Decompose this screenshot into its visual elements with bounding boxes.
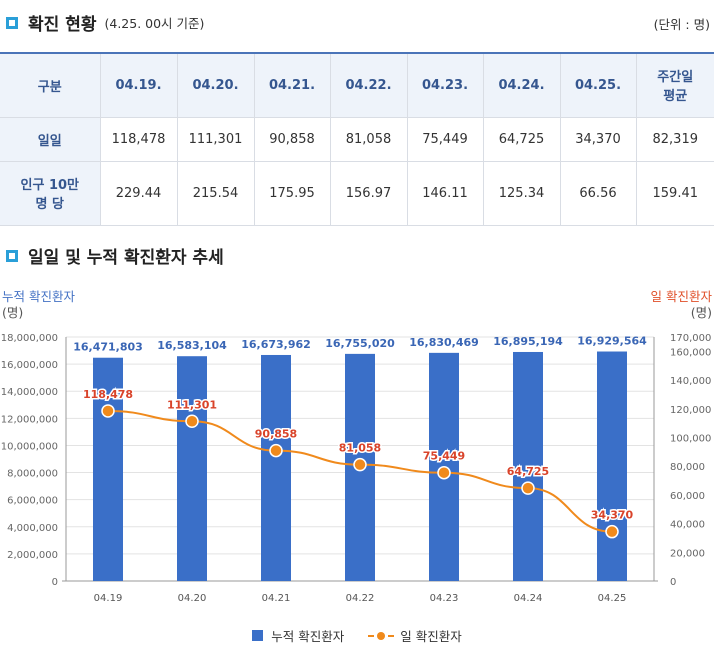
table-cell: 159.41	[635, 160, 714, 226]
line-point-daily	[605, 524, 619, 539]
table-cell: 111,301	[176, 116, 255, 162]
table-row-header: 인구 10만 명 당	[0, 160, 101, 226]
left-tick-label: 4,000,000	[7, 523, 58, 534]
right-tick-label: 140,000	[670, 376, 711, 387]
line-data-label: 34,370	[591, 509, 634, 522]
right-tick-label: 40,000	[670, 520, 705, 531]
table-header-cell: 04.19.	[99, 52, 178, 118]
section-header-status: 확진 현황 (4.25. 00시 기준)	[6, 10, 204, 35]
bar-cumulative	[93, 357, 123, 581]
table-cell: 81,058	[329, 116, 408, 162]
legend-item-cumulative: 누적 확진환자	[252, 626, 344, 645]
legend-bar-swatch	[252, 630, 264, 641]
right-tick-label: 0	[670, 577, 676, 588]
table-row-header: 일일	[0, 116, 101, 162]
x-tick-label: 04.21	[262, 593, 291, 604]
line-point-daily	[185, 414, 199, 429]
table-header-cell: 04.22.	[329, 52, 408, 118]
section-square-icon	[6, 249, 18, 262]
line-point-daily	[269, 443, 283, 458]
status-table: 구분 04.19. 04.20. 04.21. 04.22. 04.23. 04.24. 04…	[0, 52, 714, 226]
section-header-trend: 일일 및 누적 확진환자 추세	[6, 243, 224, 268]
x-tick-label: 04.19	[94, 593, 123, 604]
section-square-icon	[6, 16, 18, 29]
section-title: 일일 및 누적 확진환자 추세	[28, 248, 224, 268]
line-data-label: 64,725	[507, 465, 549, 478]
unit-label: (단위 : 명)	[653, 17, 710, 32]
left-axis-title: 누적 확진환자 (명)	[2, 289, 75, 321]
left-tick-label: 16,000,000	[1, 360, 58, 371]
right-tick-label: 100,000	[670, 433, 711, 444]
table-header-cell: 04.23.	[406, 52, 484, 118]
line-data-label: 81,058	[339, 442, 381, 455]
table-header-cell: 04.24.	[482, 52, 561, 118]
table-header-cell: 04.20.	[176, 52, 255, 118]
bar-cumulative	[513, 351, 543, 581]
right-tick-label: 120,000	[670, 405, 711, 416]
table-cell: 229.44	[99, 160, 178, 226]
left-tick-label: 10,000,000	[1, 441, 58, 452]
line-data-label: 111,301	[167, 398, 217, 411]
right-axis-unit: (명)	[690, 305, 712, 320]
left-tick-label: 2,000,000	[7, 550, 58, 561]
table-cell: 66.56	[559, 160, 637, 226]
x-tick-label: 04.20	[178, 593, 207, 604]
x-tick-label: 04.25	[598, 593, 627, 604]
left-axis-unit: (명)	[2, 305, 24, 320]
table-cell: 118,478	[99, 116, 178, 162]
left-axis-label: 누적 확진환자	[2, 289, 75, 304]
legend-item-daily: 일 확진환자	[368, 626, 462, 645]
table-cell: 215.54	[176, 160, 255, 226]
bar-data-label: 16,895,194	[493, 335, 563, 348]
left-tick-label: 14,000,000	[1, 387, 58, 398]
bar-data-label: 16,471,803	[73, 341, 143, 354]
table-cell: 64,725	[482, 116, 561, 162]
right-tick-label: 20,000	[670, 548, 705, 559]
table-cell: 146.11	[406, 160, 484, 226]
table-cell: 34,370	[559, 116, 637, 162]
table-header-cell: 구분	[0, 52, 101, 118]
left-tick-label: 12,000,000	[1, 414, 58, 425]
left-tick-label: 0	[52, 577, 58, 588]
trend-chart: 0 2,000,000 4,000,000 6,000,000 8,000,000 10,…	[1, 333, 712, 604]
section-subtitle: (4.25. 00시 기준)	[104, 16, 205, 31]
bar-data-label: 16,830,469	[409, 336, 479, 349]
bar-data-label: 16,583,104	[157, 339, 227, 352]
bar-data-label: 16,673,962	[241, 338, 311, 351]
table-row: 인구 10만 명 당 229.44 215.54 175.95 156.97 146.11 1…	[0, 160, 714, 226]
table-cell: 82,319	[635, 116, 714, 162]
bar-cumulative	[597, 351, 627, 581]
right-axis-title: 일 확진환자 (명)	[651, 289, 712, 321]
section-title: 확진 현황	[28, 15, 97, 35]
line-point-daily	[101, 404, 115, 418]
right-tick-label: 60,000	[670, 491, 705, 502]
line-point-daily	[353, 457, 367, 472]
legend-line-swatch	[368, 631, 395, 641]
right-axis-label: 일 확진환자	[650, 289, 712, 304]
bar-cumulative	[177, 356, 207, 581]
table-cell: 175.95	[253, 160, 331, 226]
left-tick-label: 8,000,000	[7, 469, 58, 480]
x-tick-label: 04.22	[346, 593, 375, 604]
bar-data-label: 16,755,020	[325, 337, 395, 350]
left-tick-label: 18,000,000	[1, 333, 58, 344]
left-tick-label: 6,000,000	[7, 496, 58, 507]
chart-legend: 누적 확진환자 일 확진환자	[0, 626, 714, 645]
line-data-label: 118,478	[83, 388, 133, 401]
bar-cumulative	[261, 354, 291, 581]
line-data-label: 75,449	[423, 450, 465, 463]
line-point-daily	[437, 465, 451, 480]
bar-data-label: 16,929,564	[577, 335, 647, 348]
right-tick-label: 80,000	[670, 462, 705, 473]
x-tick-label: 04.24	[514, 593, 543, 604]
table-header-row: 구분 04.19. 04.20. 04.21. 04.22. 04.23. 04.24. 04…	[0, 52, 714, 118]
right-tick-label: 170,000	[670, 333, 711, 344]
x-tick-label: 04.23	[430, 593, 459, 604]
right-tick-label: 160,000	[670, 347, 711, 358]
legend-label: 누적 확진환자	[271, 629, 345, 644]
legend-label: 일 확진환자	[400, 629, 462, 644]
line-data-label: 90,858	[255, 428, 297, 441]
line-point-daily	[521, 481, 535, 495]
table-row: 일일 118,478 111,301 90,858 81,058 75,449 64,725…	[0, 116, 714, 162]
